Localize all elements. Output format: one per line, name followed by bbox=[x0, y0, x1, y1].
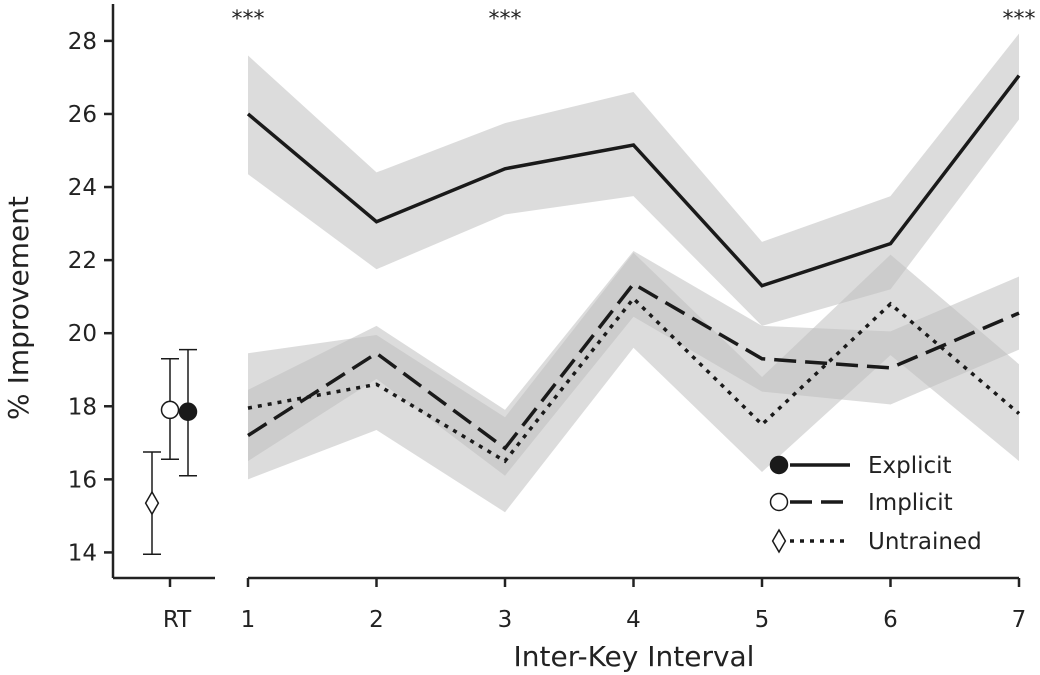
rt-point-untrained bbox=[144, 490, 160, 516]
legend-label-untrained: Untrained bbox=[868, 529, 982, 555]
y-tick-label: 20 bbox=[68, 321, 97, 347]
significance-star: *** bbox=[489, 7, 522, 32]
axes: 14 16 18 20 22 24 26 28 1 2 3 4 5 6 7 RT bbox=[68, 4, 1027, 633]
legend-label-implicit: Implicit bbox=[868, 490, 953, 516]
y-tick-label: 26 bbox=[68, 102, 97, 128]
y-tick-label: 22 bbox=[68, 248, 97, 274]
y-tick-label: 28 bbox=[68, 29, 97, 55]
x-tick-label: 3 bbox=[498, 607, 513, 633]
rt-tick-label: RT bbox=[163, 607, 192, 633]
x-tick-label: 5 bbox=[755, 607, 770, 633]
x-axis-title: Inter-Key Interval bbox=[514, 640, 755, 673]
y-tick-label: 14 bbox=[68, 540, 97, 566]
legend-marker-explicit bbox=[769, 455, 789, 475]
x-tick-label: 6 bbox=[883, 607, 898, 633]
series-line-explicit bbox=[246, 74, 1021, 288]
y-axis-title: % Improvement bbox=[2, 196, 35, 420]
significance-star: *** bbox=[1003, 7, 1036, 32]
rt-point-implicit bbox=[160, 400, 180, 420]
x-tick-label: 4 bbox=[626, 607, 641, 633]
x-tick-label: 2 bbox=[369, 607, 384, 633]
rt-panel bbox=[143, 348, 198, 555]
legend: Explicit Implicit Untrained bbox=[769, 453, 982, 555]
series-lines bbox=[246, 74, 1021, 464]
y-tick-label: 16 bbox=[68, 467, 97, 493]
y-tick-label: 24 bbox=[68, 175, 97, 201]
significance-markers: *** *** *** bbox=[232, 7, 1036, 32]
rt-point-explicit bbox=[178, 402, 198, 421]
band-untrained bbox=[248, 252, 1019, 513]
band-explicit bbox=[248, 33, 1019, 326]
y-tick-label: 18 bbox=[68, 394, 97, 420]
x-tick-label: 7 bbox=[1012, 607, 1027, 633]
legend-label-explicit: Explicit bbox=[868, 453, 952, 479]
legend-marker-implicit bbox=[769, 492, 789, 512]
x-tick-label: 1 bbox=[241, 607, 256, 633]
significance-star: *** bbox=[232, 7, 265, 32]
confidence-bands bbox=[248, 33, 1019, 513]
legend-marker-untrained bbox=[771, 528, 787, 554]
series-line-untrained bbox=[247, 295, 1021, 464]
